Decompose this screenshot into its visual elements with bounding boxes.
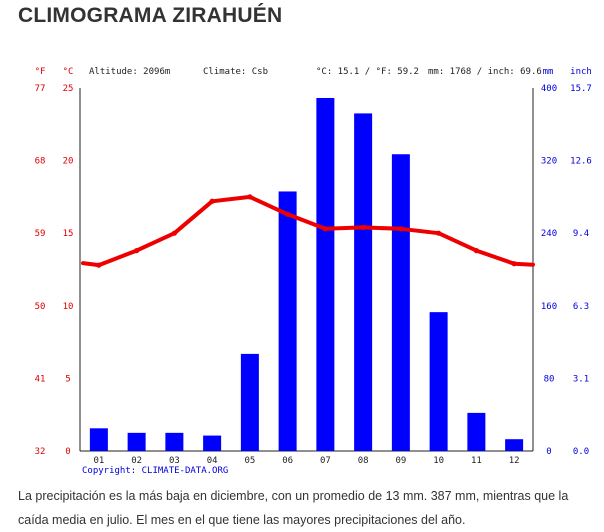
precip-bar bbox=[354, 113, 373, 451]
tick-label-f: 32 bbox=[35, 447, 46, 457]
precip-bar bbox=[203, 435, 222, 451]
tick-label-inch: 0.0 bbox=[573, 447, 589, 457]
precip-bar bbox=[316, 97, 335, 452]
page-title: CLIMOGRAMA ZIRAHUÉN bbox=[18, 4, 283, 27]
month-label: 09 bbox=[395, 456, 406, 466]
tick-label-inch: 12.6 bbox=[570, 157, 592, 167]
tick-label-f: 59 bbox=[35, 229, 46, 239]
description-text: La precipitación es la más baja en dicie… bbox=[18, 489, 569, 527]
tick-label-c: 25 bbox=[63, 84, 74, 94]
month-label: 04 bbox=[207, 456, 218, 466]
header-altitude: Altitude: 2096m bbox=[89, 67, 170, 77]
tick-label-f: 77 bbox=[35, 84, 46, 94]
tick-label-f: 50 bbox=[35, 302, 46, 312]
tick-label-inch: 15.7 bbox=[570, 84, 592, 94]
precip-bar bbox=[505, 439, 524, 451]
temperature-point bbox=[209, 198, 215, 204]
temperature-point bbox=[360, 224, 366, 230]
temperature-line bbox=[81, 194, 535, 268]
temperature-point bbox=[134, 248, 140, 254]
temperature-point bbox=[96, 262, 102, 268]
climate-chart: °F °C mm inch Altitude: 2096m Climate: Csb °C:… bbox=[35, 67, 592, 476]
temperature-point bbox=[285, 211, 291, 217]
precip-bar bbox=[127, 432, 146, 451]
tick-label-f: 41 bbox=[35, 374, 46, 384]
precip-bar bbox=[278, 191, 297, 451]
tick-label-mm: 80 bbox=[544, 374, 555, 384]
month-label: 08 bbox=[358, 456, 369, 466]
tick-label-mm: 0 bbox=[546, 447, 551, 457]
tick-label-c: 20 bbox=[63, 157, 74, 167]
header-precip-total: mm: 1768 / inch: 69.6 bbox=[428, 67, 542, 77]
month-label: 02 bbox=[131, 456, 142, 466]
axis-unit-c: °C bbox=[63, 67, 74, 77]
tick-label-mm: 160 bbox=[541, 302, 557, 312]
axis-unit-inch: inch bbox=[570, 67, 592, 77]
copyright-text: Copyright: CLIMATE-DATA.ORG bbox=[82, 466, 228, 476]
temperature-point bbox=[436, 230, 442, 236]
temperature-point bbox=[322, 226, 328, 232]
header-climate: Climate: Csb bbox=[203, 67, 268, 77]
tick-label-f: 68 bbox=[35, 157, 46, 167]
precip-bar bbox=[391, 154, 410, 451]
temperature-point bbox=[398, 226, 404, 232]
tick-label-mm: 320 bbox=[541, 157, 557, 167]
tick-label-inch: 3.1 bbox=[573, 374, 589, 384]
tick-label-c: 15 bbox=[63, 229, 74, 239]
month-label: 01 bbox=[93, 456, 104, 466]
tick-label-mm: 400 bbox=[541, 84, 557, 94]
month-label: 10 bbox=[433, 456, 444, 466]
tick-label-c: 5 bbox=[65, 374, 70, 384]
axis-unit-f: °F bbox=[35, 67, 46, 77]
month-label: 12 bbox=[509, 456, 520, 466]
month-label: 03 bbox=[169, 456, 180, 466]
temperature-point bbox=[511, 261, 517, 267]
tick-label-c: 10 bbox=[63, 302, 74, 312]
month-label: 11 bbox=[471, 456, 482, 466]
precip-bar bbox=[165, 432, 184, 451]
precip-bar bbox=[240, 353, 259, 451]
tick-label-c: 0 bbox=[65, 447, 70, 457]
temperature-point bbox=[473, 248, 479, 254]
precip-bar bbox=[467, 412, 486, 451]
temperature-point bbox=[171, 230, 177, 236]
temperature-point bbox=[247, 194, 253, 200]
axis-unit-mm: mm bbox=[543, 67, 554, 77]
tick-label-inch: 9.4 bbox=[573, 229, 589, 239]
month-label: 07 bbox=[320, 456, 331, 466]
month-label: 06 bbox=[282, 456, 293, 466]
header-temp-average: °C: 15.1 / °F: 59.2 bbox=[316, 67, 419, 77]
tick-label-inch: 6.3 bbox=[573, 302, 589, 312]
precip-bar bbox=[429, 312, 448, 451]
precip-bar bbox=[89, 428, 108, 451]
tick-label-mm: 240 bbox=[541, 229, 557, 239]
month-label: 05 bbox=[244, 456, 255, 466]
